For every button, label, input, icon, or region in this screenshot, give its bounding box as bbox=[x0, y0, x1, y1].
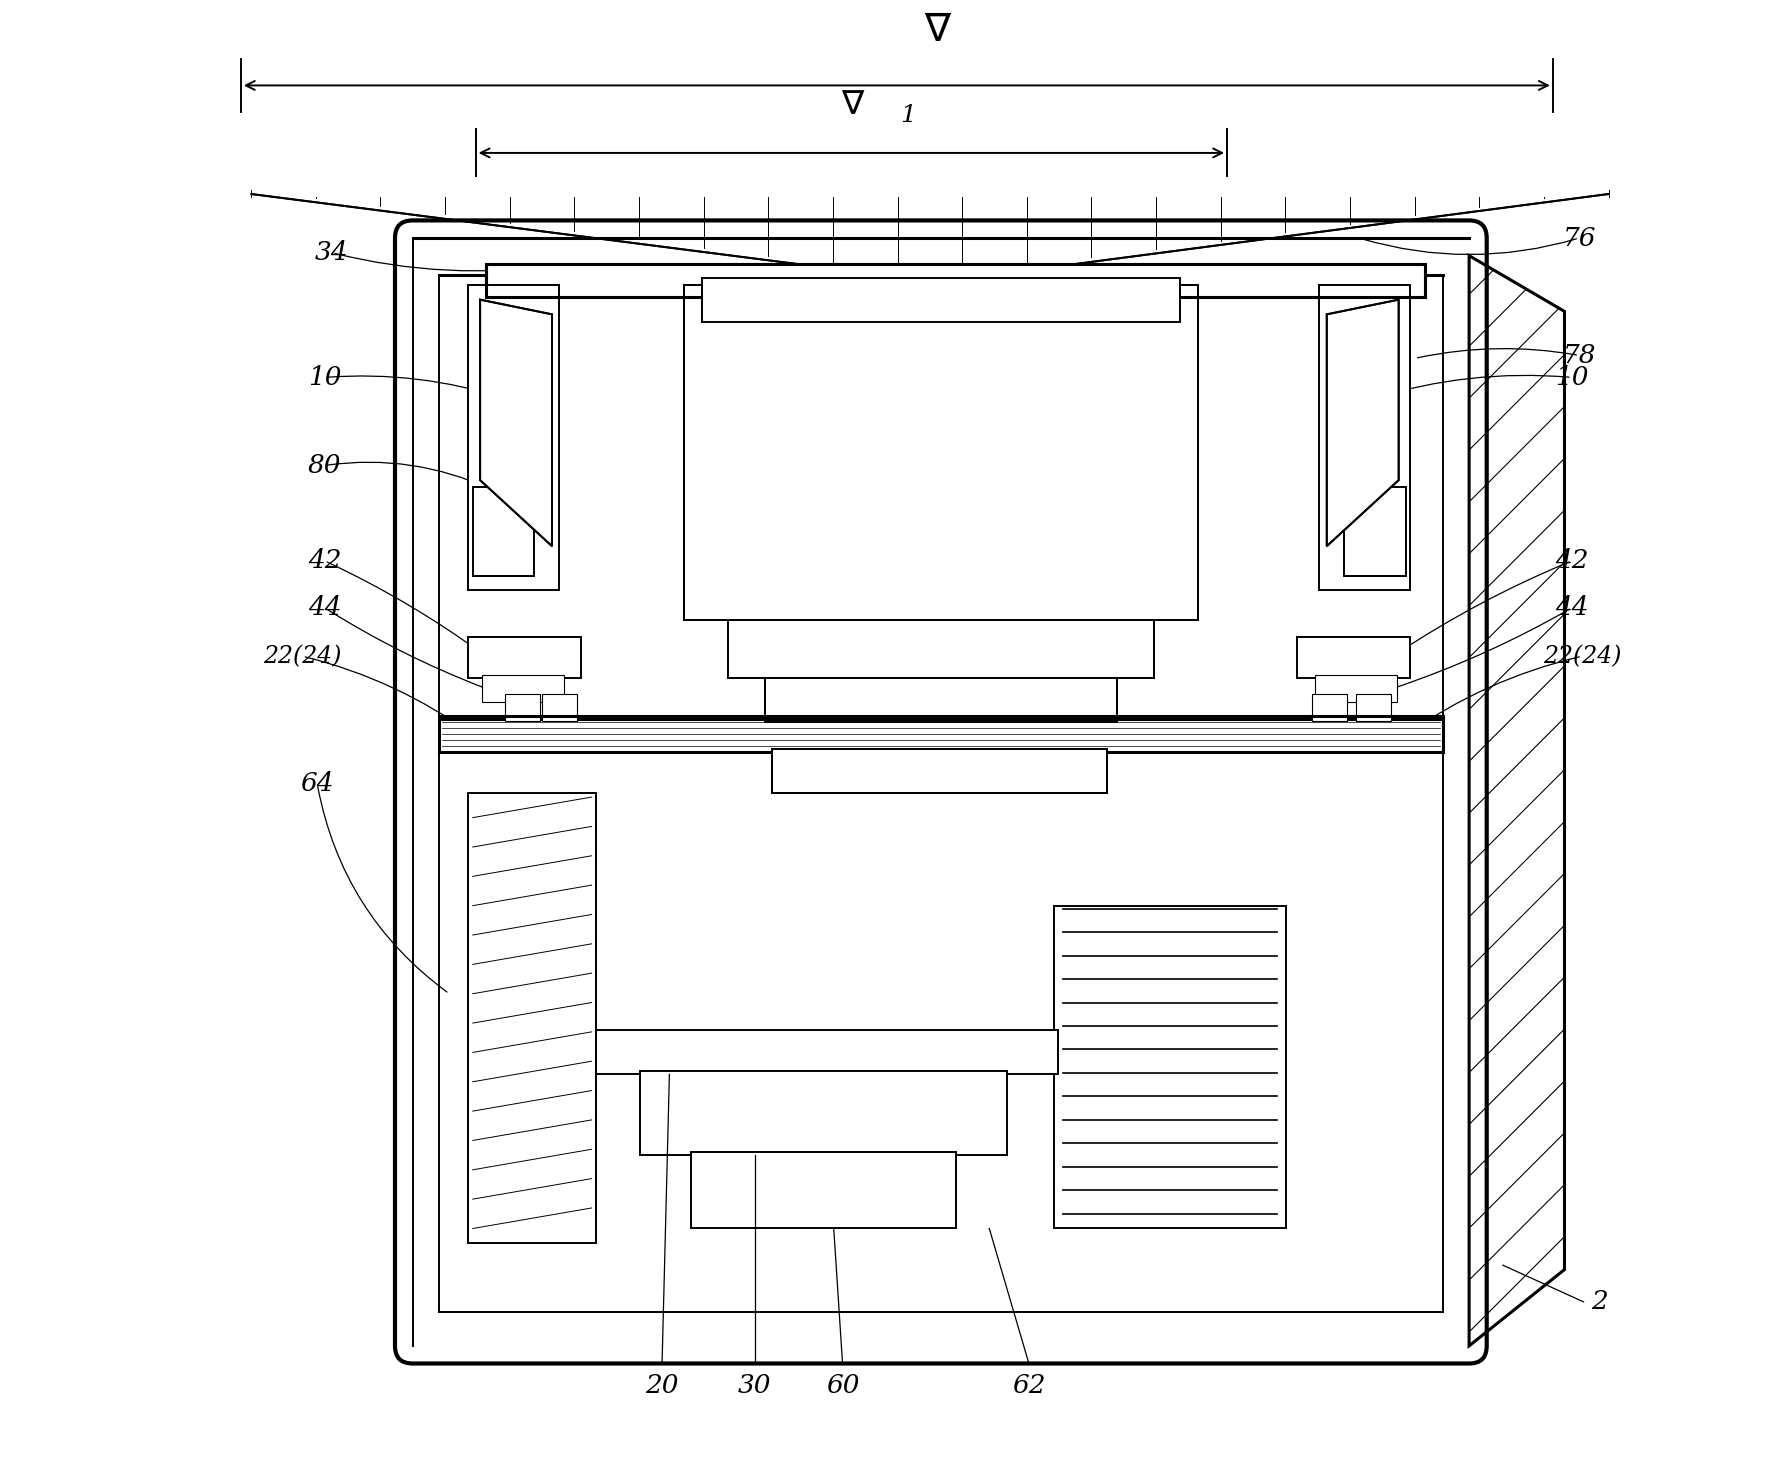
Bar bbox=[473, 487, 534, 576]
Text: $\nabla$: $\nabla$ bbox=[840, 88, 865, 121]
Bar bbox=[765, 679, 1117, 723]
Text: 34: 34 bbox=[315, 240, 349, 265]
Text: 60: 60 bbox=[825, 1373, 859, 1398]
Text: 22(24): 22(24) bbox=[1542, 645, 1621, 668]
Bar bbox=[728, 620, 1153, 679]
Bar bbox=[685, 286, 1197, 620]
Bar bbox=[1053, 905, 1286, 1229]
Text: 42: 42 bbox=[308, 549, 342, 574]
Bar bbox=[640, 1072, 1007, 1156]
Bar bbox=[685, 286, 1197, 620]
Text: 10: 10 bbox=[308, 365, 342, 390]
Polygon shape bbox=[480, 300, 551, 546]
Bar bbox=[765, 679, 1117, 723]
Bar bbox=[543, 695, 576, 721]
Text: 20: 20 bbox=[646, 1373, 680, 1398]
Bar bbox=[701, 278, 1179, 322]
Bar bbox=[486, 265, 1425, 297]
Text: 76: 76 bbox=[1562, 225, 1596, 250]
Bar bbox=[1345, 487, 1405, 576]
Bar bbox=[1297, 637, 1411, 679]
Text: 1: 1 bbox=[900, 103, 916, 127]
Bar bbox=[482, 676, 564, 702]
Bar bbox=[596, 1030, 1059, 1075]
Bar bbox=[728, 620, 1153, 679]
Text: 44: 44 bbox=[1555, 595, 1589, 620]
Bar bbox=[1356, 695, 1391, 721]
Text: 64: 64 bbox=[301, 771, 334, 796]
Text: 44: 44 bbox=[308, 595, 342, 620]
Text: 22(24): 22(24) bbox=[263, 645, 342, 668]
Polygon shape bbox=[1327, 300, 1398, 546]
Bar bbox=[468, 286, 559, 590]
Bar bbox=[439, 720, 1443, 752]
Bar bbox=[1320, 286, 1411, 590]
Text: 2: 2 bbox=[1590, 1289, 1608, 1314]
Text: 10: 10 bbox=[1555, 365, 1589, 390]
Text: 30: 30 bbox=[738, 1373, 772, 1398]
Bar bbox=[772, 749, 1107, 793]
Bar bbox=[772, 749, 1107, 793]
Bar bbox=[1313, 695, 1347, 721]
Text: 80: 80 bbox=[308, 453, 342, 478]
Text: 42: 42 bbox=[1555, 549, 1589, 574]
Polygon shape bbox=[1469, 256, 1564, 1345]
Bar bbox=[468, 793, 596, 1244]
Text: 78: 78 bbox=[1562, 343, 1596, 368]
Bar bbox=[1315, 676, 1397, 702]
Bar bbox=[468, 637, 582, 679]
Bar bbox=[692, 1153, 955, 1229]
Bar bbox=[505, 695, 541, 721]
Text: 62: 62 bbox=[1012, 1373, 1046, 1398]
Text: $\nabla$: $\nabla$ bbox=[923, 12, 952, 49]
Bar bbox=[486, 265, 1425, 297]
